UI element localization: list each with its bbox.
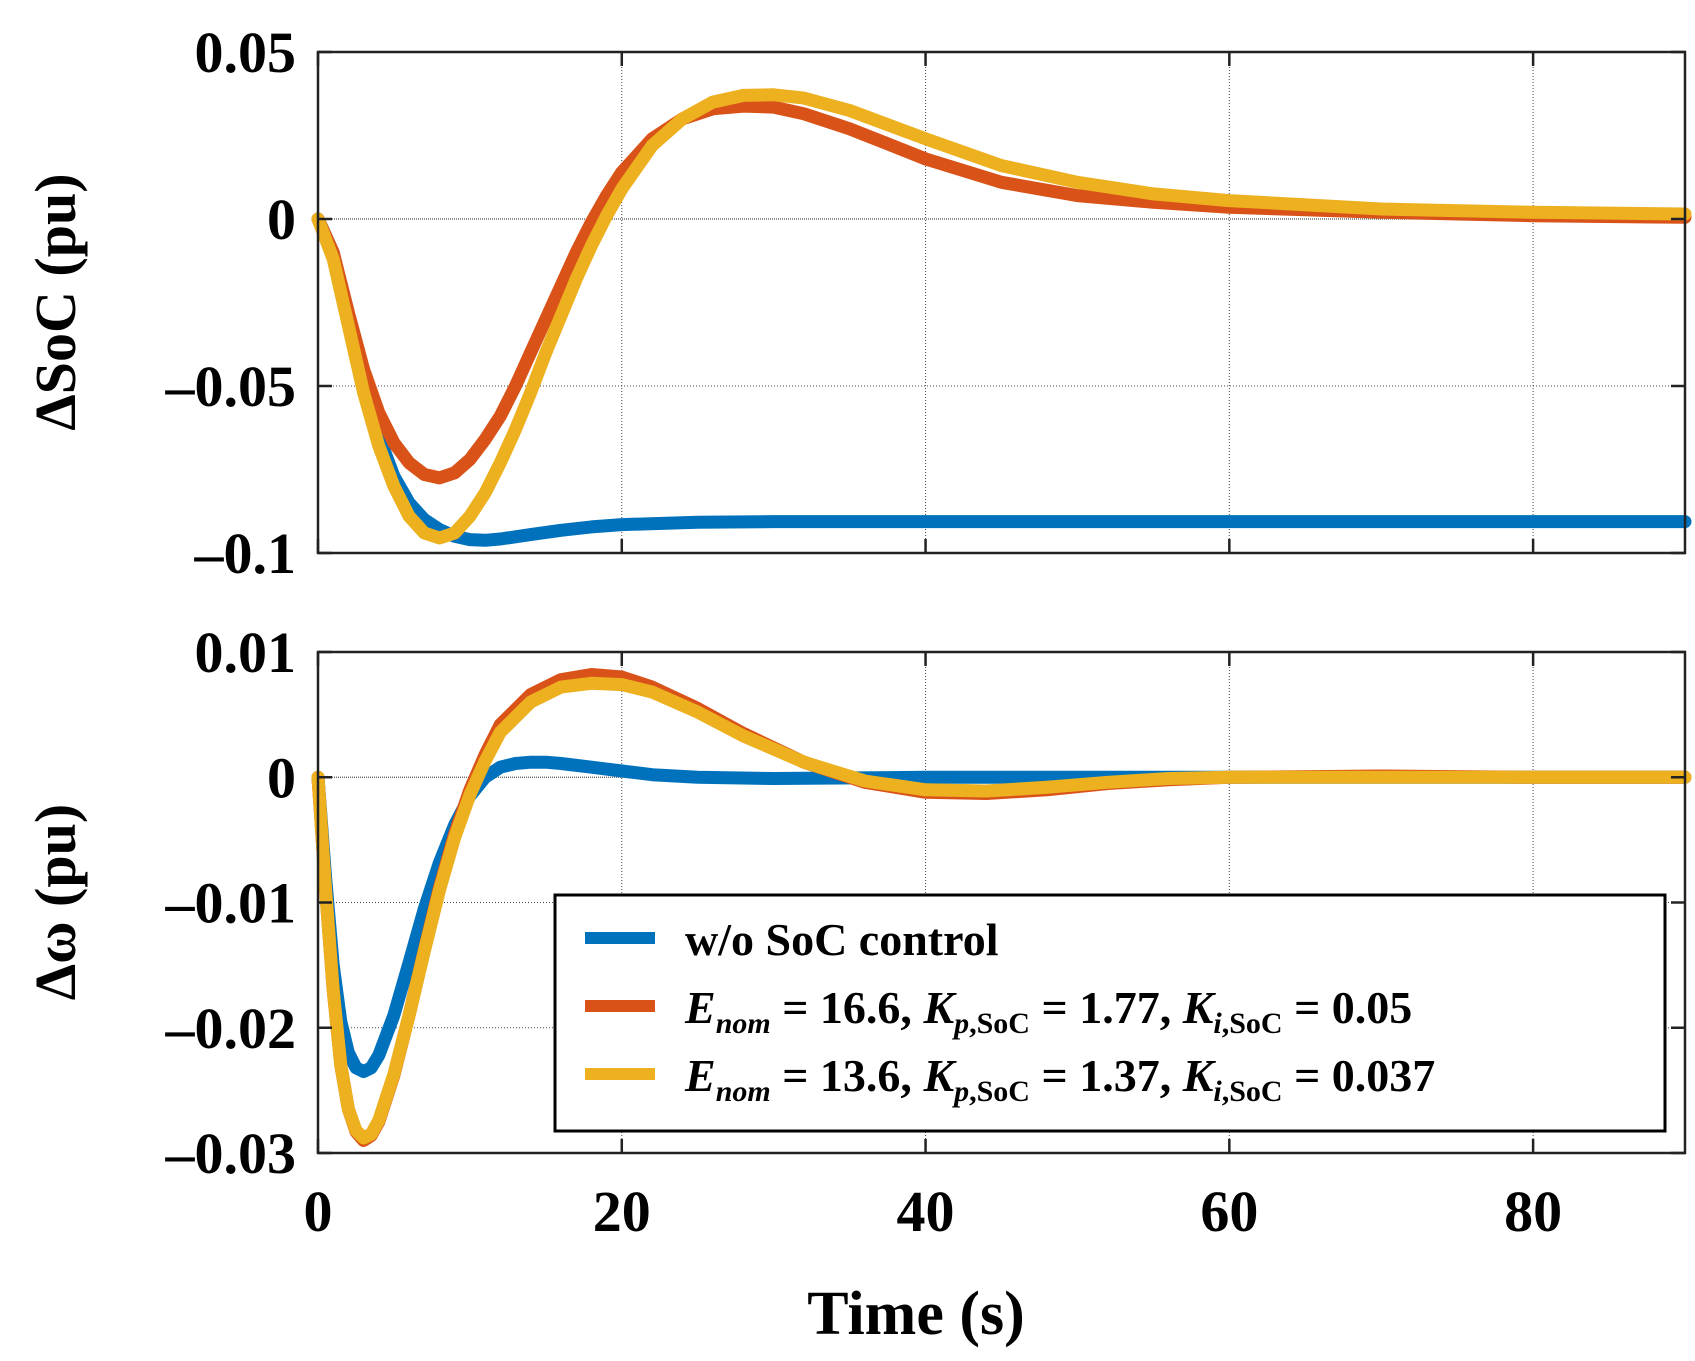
series-line-enom-13-6 [311,88,1692,545]
soc-panel: 0.05 0 –0.05 –0.1 ΔSoC (pu) [23,20,1692,586]
soc-y-ticks: 0.05 0 –0.05 –0.1 [165,20,1685,586]
soc-plot-frame [316,50,1687,555]
legend-entry-enom-13-6: Enom = 13.6, Kp,SoC = 1.37, Ki,SoC = 0.0… [585,1050,1435,1108]
y-tick-label: –0.03 [165,1121,297,1186]
x-axis-label: Time (s) [807,1280,1025,1348]
x-tick-label: 40 [897,1179,955,1244]
omega-y-axis-label: Δω (pu) [23,804,88,1000]
y-tick-label: –0.02 [165,996,297,1061]
soc-lines [311,88,1692,547]
y-tick-label: 0.05 [195,20,297,85]
omega-panel: 0.01 0 –0.01 –0.02 –0.03 0 20 40 60 80 Δω (pu) T… [23,620,1692,1348]
series-line-enom-16-6 [311,99,1692,485]
x-tick-label: 20 [593,1179,651,1244]
y-tick-label: –0.01 [165,871,297,936]
legend: w/o SoC control Enom = 16.6, Kp,SoC = 1.… [553,893,1667,1133]
y-tick-label: 0 [267,187,296,252]
y-tick-label: 0 [267,745,296,810]
soc-y-axis-label: ΔSoC (pu) [23,173,88,430]
series-line-enom-13-6 [311,676,1692,1145]
legend-entry-enom-16-6: Enom = 16.6, Kp,SoC = 1.77, Ki,SoC = 0.0… [585,982,1412,1040]
y-tick-label: –0.1 [194,521,297,586]
x-tick-label: 0 [304,1179,333,1244]
legend-entry-no-soc-control: w/o SoC control [585,914,999,965]
y-tick-label: –0.05 [165,354,297,419]
x-ticks: 0 20 40 60 80 [304,652,1562,1244]
legend-box [553,893,1667,1133]
omega-y-ticks: 0.01 0 –0.01 –0.02 –0.03 [165,620,1685,1186]
legend-label: Enom = 13.6, Kp,SoC = 1.37, Ki,SoC = 0.0… [684,1050,1435,1108]
x-tick-label: 80 [1504,1179,1562,1244]
legend-label: w/o SoC control [685,914,999,965]
omega-lines [311,668,1692,1147]
y-tick-label: 0.01 [195,620,297,685]
soc-grid [318,52,1685,553]
legend-label: Enom = 16.6, Kp,SoC = 1.77, Ki,SoC = 0.0… [684,982,1412,1040]
x-tick-label: 60 [1200,1179,1258,1244]
